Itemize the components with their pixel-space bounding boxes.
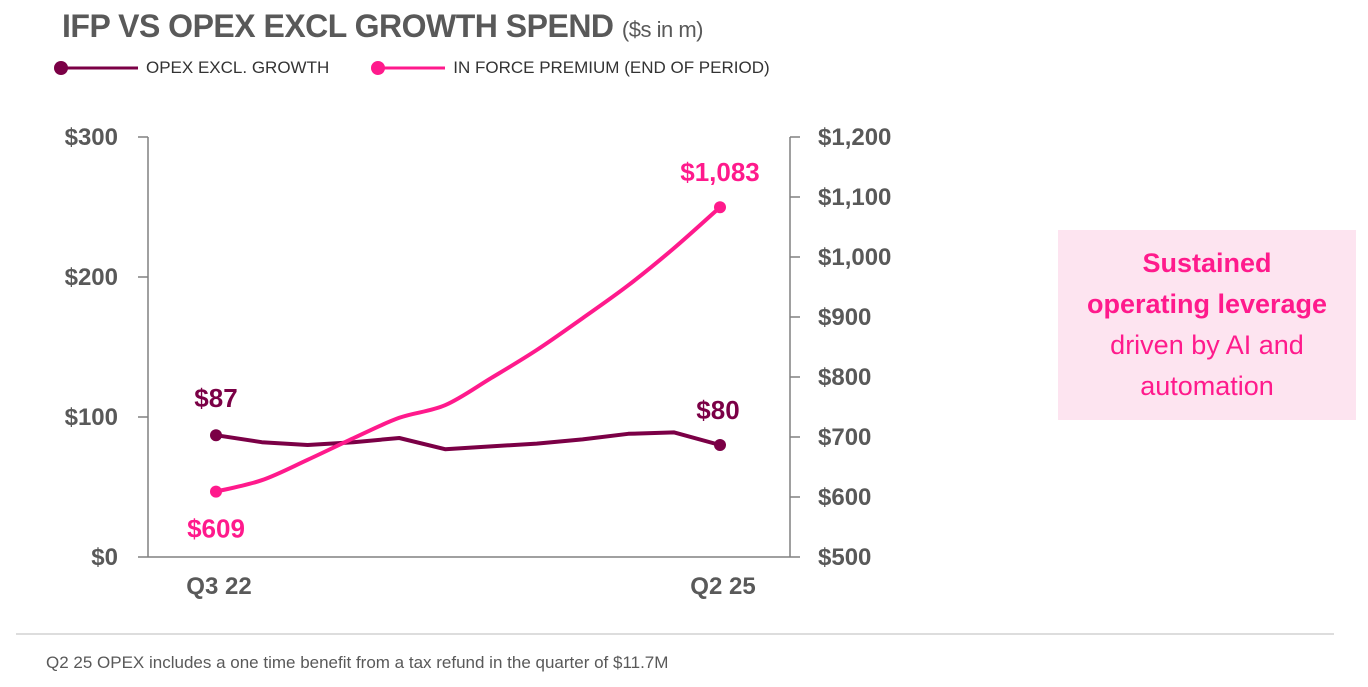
ifp-first-label: $609 bbox=[187, 514, 245, 544]
left-tick-label: $200 bbox=[65, 264, 118, 291]
divider bbox=[16, 633, 1334, 635]
right-tick-label: $800 bbox=[818, 364, 871, 391]
right-tick-label: $1,200 bbox=[818, 124, 891, 151]
callout-line: operating leverage bbox=[1086, 289, 1328, 319]
left-tick-label: $0 bbox=[91, 544, 118, 571]
legend-item-opex: OPEX EXCL. GROWTH bbox=[52, 58, 329, 78]
right-tick-label: $900 bbox=[818, 304, 871, 331]
legend: OPEX EXCL. GROWTH IN FORCE PREMIUM (END … bbox=[52, 58, 770, 78]
x-tick-label: Q2 25 bbox=[690, 573, 755, 600]
callout-box: Sustained operating leverage driven by A… bbox=[1058, 230, 1356, 420]
right-tick-label: $700 bbox=[818, 424, 871, 451]
opex-line bbox=[215, 430, 721, 452]
opex-point bbox=[210, 429, 222, 442]
legend-marker-ifp bbox=[371, 61, 446, 75]
opex-last-label: $80 bbox=[696, 395, 739, 425]
right-tick-label: $1,100 bbox=[818, 184, 891, 211]
right-tick-label: $1,000 bbox=[818, 244, 891, 271]
ifp-line bbox=[215, 205, 722, 494]
opex-point bbox=[714, 439, 726, 451]
chart-area: $0 $100 $200 $300 $500 $600 $700 $800 $900 $1,000… bbox=[65, 124, 892, 600]
legend-item-ifp: IN FORCE PREMIUM (END OF PERIOD) bbox=[369, 58, 770, 78]
ifp-point bbox=[210, 485, 222, 498]
opex-first-label: $87 bbox=[194, 383, 237, 413]
ifp-last-label: $1,083 bbox=[680, 157, 760, 187]
ifp-point bbox=[714, 201, 726, 214]
left-tick-label: $300 bbox=[65, 124, 118, 151]
left-tick-label: $100 bbox=[65, 404, 118, 431]
callout-line: Sustained bbox=[1142, 248, 1272, 278]
legend-marker-opex bbox=[54, 61, 138, 75]
right-tick-label: $500 bbox=[818, 544, 871, 571]
x-tick-label: Q3 22 bbox=[186, 573, 251, 600]
footnote: Q2 25 OPEX includes a one time benefit f… bbox=[46, 653, 669, 672]
callout-line: automation bbox=[1140, 371, 1274, 401]
callout-line: driven by AI and bbox=[1110, 330, 1304, 360]
chart-title: IFP VS OPEX EXCL GROWTH SPEND ($s in m) bbox=[62, 8, 703, 44]
right-tick-label: $600 bbox=[818, 484, 871, 511]
